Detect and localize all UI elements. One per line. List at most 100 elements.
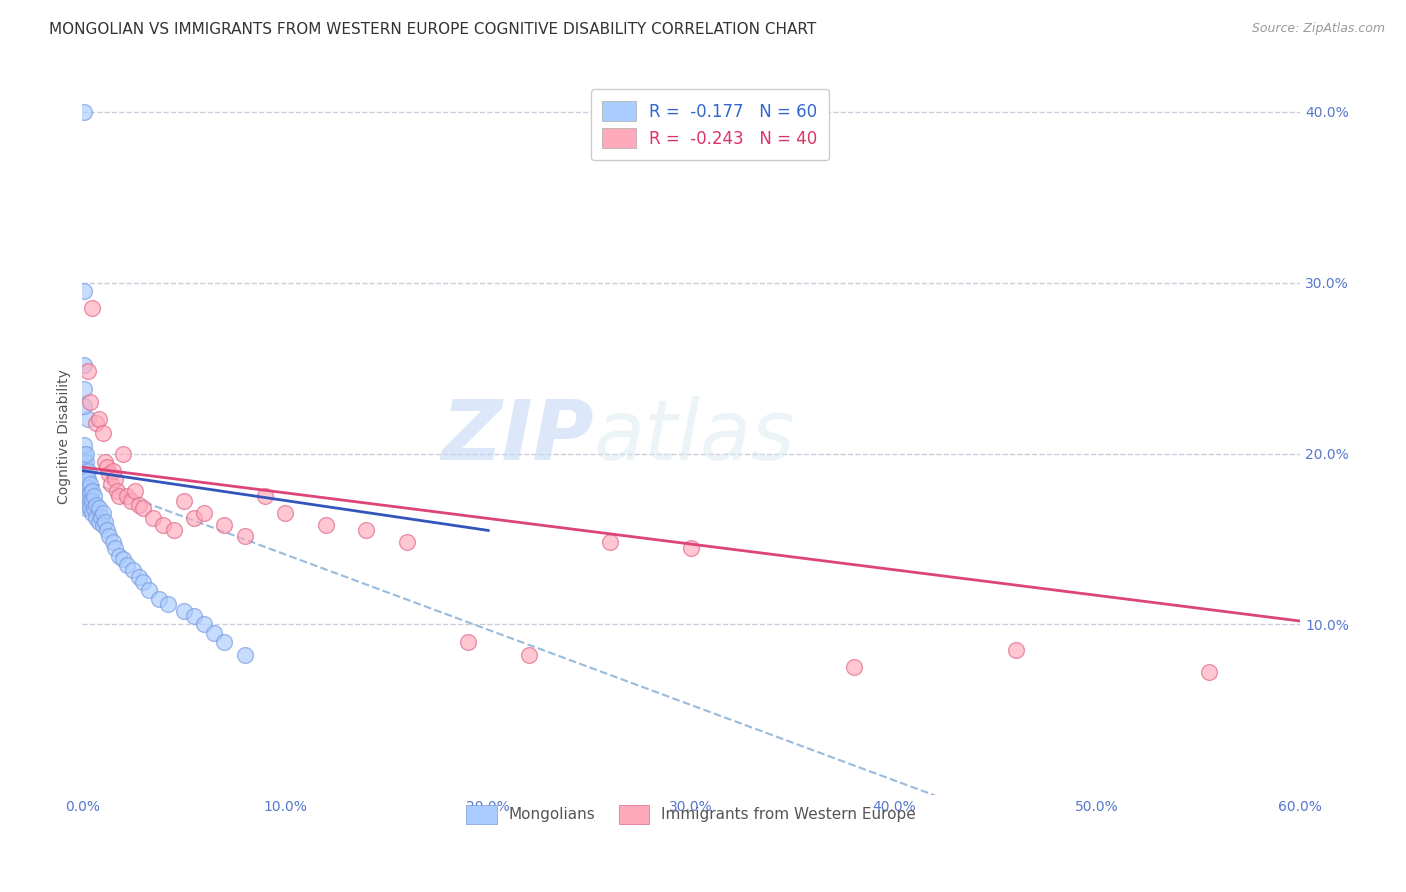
Point	[83, 489, 105, 503]
Point	[104, 472, 127, 486]
Point	[86, 511, 108, 525]
Point	[356, 524, 378, 538]
Point	[124, 484, 146, 499]
Point	[1005, 643, 1028, 657]
Point	[233, 648, 256, 663]
Point	[93, 515, 115, 529]
Point	[517, 648, 540, 663]
Point	[108, 489, 131, 503]
Point	[132, 501, 155, 516]
Point	[395, 535, 418, 549]
Point	[82, 506, 104, 520]
Point	[73, 464, 96, 478]
Point	[77, 464, 100, 478]
Point	[86, 416, 108, 430]
Point	[83, 501, 105, 516]
Point	[122, 563, 145, 577]
Point	[142, 511, 165, 525]
Point	[87, 412, 110, 426]
Point	[681, 541, 703, 555]
Point	[96, 524, 118, 538]
Point	[73, 498, 96, 512]
Point	[77, 481, 100, 495]
Point	[86, 498, 108, 512]
Point	[91, 425, 114, 440]
Point	[111, 552, 134, 566]
Text: Source: ZipAtlas.com: Source: ZipAtlas.com	[1251, 22, 1385, 36]
Point	[214, 634, 236, 648]
Point	[183, 608, 205, 623]
Point	[120, 494, 142, 508]
Point	[93, 455, 115, 469]
Point	[842, 660, 865, 674]
Point	[90, 509, 112, 524]
Point	[73, 472, 96, 486]
Point	[162, 524, 184, 538]
Point	[105, 484, 128, 499]
Point	[73, 446, 96, 460]
Point	[73, 481, 96, 495]
Point	[108, 549, 131, 563]
Point	[138, 583, 160, 598]
Point	[97, 528, 120, 542]
Point	[79, 485, 101, 500]
Point	[73, 382, 96, 396]
Point	[132, 574, 155, 589]
Point	[73, 399, 96, 413]
Point	[148, 591, 170, 606]
Text: MONGOLIAN VS IMMIGRANTS FROM WESTERN EUROPE COGNITIVE DISABILITY CORRELATION CHA: MONGOLIAN VS IMMIGRANTS FROM WESTERN EUR…	[49, 22, 817, 37]
Point	[193, 617, 215, 632]
Point	[599, 535, 621, 549]
Point	[97, 467, 120, 481]
Point	[73, 489, 96, 503]
Point	[202, 626, 225, 640]
Point	[101, 535, 124, 549]
Point	[73, 104, 96, 119]
Point	[75, 484, 97, 499]
Point	[173, 494, 195, 508]
Point	[128, 498, 150, 512]
Point	[75, 501, 97, 516]
Point	[77, 472, 100, 486]
Point	[79, 477, 101, 491]
Point	[152, 518, 174, 533]
Point	[82, 494, 104, 508]
Point	[87, 515, 110, 529]
Point	[183, 511, 205, 525]
Point	[73, 284, 96, 298]
Point	[75, 494, 97, 508]
Point	[77, 364, 100, 378]
Point	[253, 489, 276, 503]
Point	[73, 438, 96, 452]
Y-axis label: Cognitive Disability: Cognitive Disability	[58, 369, 72, 504]
Point	[104, 541, 127, 555]
Point	[79, 501, 101, 516]
Point	[233, 528, 256, 542]
Point	[100, 477, 122, 491]
Point	[75, 472, 97, 486]
Point	[96, 460, 118, 475]
Point	[214, 518, 236, 533]
Point	[115, 489, 138, 503]
Point	[457, 634, 479, 648]
Point	[193, 506, 215, 520]
Point	[75, 446, 97, 460]
Point	[82, 301, 104, 316]
Point	[77, 412, 100, 426]
Point	[156, 597, 179, 611]
Point	[91, 518, 114, 533]
Point	[315, 518, 337, 533]
Point	[87, 501, 110, 516]
Text: ZIP: ZIP	[441, 396, 593, 477]
Point	[101, 464, 124, 478]
Point	[1198, 665, 1220, 680]
Point	[115, 558, 138, 572]
Point	[173, 604, 195, 618]
Text: atlas: atlas	[593, 396, 796, 477]
Point	[128, 569, 150, 583]
Point	[82, 484, 104, 499]
Point	[79, 395, 101, 409]
Point	[75, 455, 97, 469]
Point	[79, 494, 101, 508]
Point	[91, 506, 114, 520]
